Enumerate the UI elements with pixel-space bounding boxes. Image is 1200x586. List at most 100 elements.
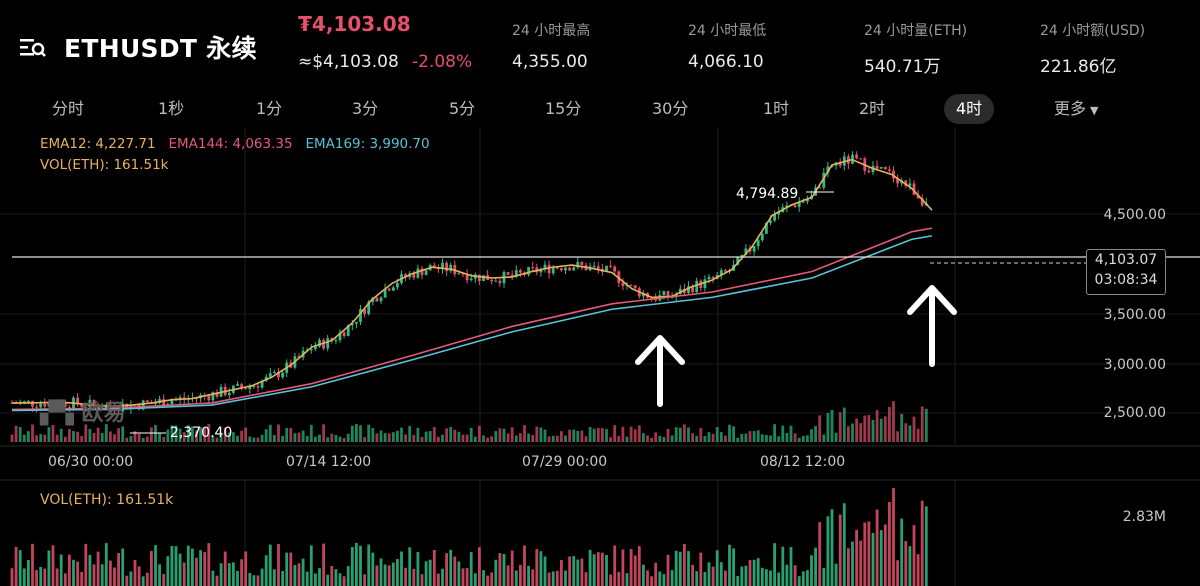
volume-bar: [514, 435, 518, 442]
candle-body: [531, 267, 535, 269]
candle-body: [59, 401, 63, 406]
volume-bar: [363, 437, 366, 442]
candle-body: [141, 400, 145, 410]
volume-bar: [371, 428, 375, 442]
volume-bar: [547, 436, 551, 442]
volume-bar: [166, 429, 170, 442]
tab-1s[interactable]: 1秒: [158, 99, 185, 118]
candle-body: [752, 246, 756, 252]
volume-bar-lower: [424, 561, 428, 586]
volume-bar-lower: [465, 568, 469, 586]
candle-body: [379, 297, 383, 302]
volume-bar: [871, 419, 875, 442]
candle-body: [691, 286, 694, 293]
volume-bar: [227, 432, 231, 442]
volume-bar: [289, 428, 293, 442]
symbol-title[interactable]: ETHUSDT 永续: [64, 34, 257, 63]
tab-5m[interactable]: 5分: [449, 99, 476, 118]
volume-bar: [625, 436, 629, 442]
volume-bar: [240, 430, 243, 442]
volume-bar: [355, 424, 358, 442]
volume-bar: [900, 413, 904, 442]
tab-more-label: 更多: [1054, 99, 1087, 118]
volume-bar: [732, 426, 735, 442]
volume-bar: [219, 432, 223, 442]
tab-more[interactable]: 更多 ▼: [1054, 94, 1098, 124]
volume-bar-lower: [314, 573, 317, 586]
tab-15m[interactable]: 15分: [545, 99, 582, 118]
volume-bar-lower: [240, 559, 243, 586]
list-search-icon[interactable]: [18, 32, 48, 62]
tab-2h[interactable]: 2时: [859, 99, 886, 118]
low-annotation: 2,370.40: [170, 425, 233, 441]
tab-3m[interactable]: 3分: [352, 99, 379, 118]
volume-bar-lower: [285, 552, 289, 586]
tab-30m[interactable]: 30分: [652, 99, 689, 118]
volume-bar-lower: [637, 546, 641, 586]
volume-bar-lower: [744, 565, 748, 586]
candle-body: [178, 397, 182, 400]
volume-bar-lower: [601, 552, 604, 586]
tab-timeline[interactable]: 分时: [52, 99, 85, 118]
volume-bar-lower: [227, 563, 231, 586]
volume-bar-lower: [391, 562, 395, 586]
y-tick-label: 4,500.00: [1103, 207, 1166, 223]
volume-bar: [215, 437, 219, 442]
candle-body: [297, 356, 301, 358]
volume-bar-lower: [330, 566, 334, 586]
volume-bar: [592, 428, 596, 442]
volume-bar: [453, 429, 457, 442]
candle-body: [43, 403, 47, 407]
volume-bar-lower: [859, 540, 863, 586]
volume-bar: [793, 433, 797, 442]
volume-bar: [748, 431, 752, 442]
volume-bar: [650, 437, 653, 442]
volume-bar: [806, 435, 809, 442]
candle-body: [35, 406, 38, 408]
volume-bar: [609, 437, 612, 442]
volume-bar-lower: [359, 545, 362, 586]
volume-bar-lower: [236, 570, 239, 586]
volume-bar: [502, 428, 506, 442]
tab-1h[interactable]: 1时: [763, 99, 790, 118]
volume-bar-lower: [182, 562, 186, 586]
volume-bar: [883, 416, 887, 442]
volume-bar: [63, 436, 67, 442]
volume-bar-lower: [174, 546, 178, 586]
volume-bar-lower: [851, 541, 854, 586]
volume-bar: [338, 436, 342, 442]
volume-bar: [92, 432, 96, 442]
volume-bar: [642, 433, 645, 442]
volume-bar: [391, 432, 395, 442]
volume-bar-lower: [326, 574, 330, 586]
candle-body: [207, 395, 211, 401]
volume-bar-lower: [555, 570, 559, 586]
price-chart[interactable]: [0, 128, 1200, 586]
volume-bar-lower: [514, 570, 518, 586]
volume-bar: [691, 433, 694, 442]
volume-bar-lower: [35, 570, 38, 586]
candle-body: [314, 346, 317, 349]
candle-body: [621, 282, 625, 286]
candle-body: [396, 282, 399, 288]
candle-body: [916, 194, 920, 199]
volume-bar: [84, 424, 88, 442]
ticker-header: ETHUSDT 永续 ₮4,103.08 ≈$4,103.08 -2.08% 2…: [0, 0, 1200, 88]
candle-body: [490, 279, 494, 282]
tab-4h[interactable]: 4时: [944, 94, 995, 124]
tab-1m[interactable]: 1分: [256, 99, 283, 118]
candle-body: [519, 270, 522, 273]
volume-bar-lower: [195, 557, 198, 586]
volume-bar-lower: [178, 553, 182, 586]
volume-bar-lower: [109, 560, 112, 586]
volume-bar: [662, 437, 666, 442]
volume-bar-lower: [806, 570, 809, 586]
volume-bar-lower: [170, 545, 174, 586]
candle-body: [527, 267, 530, 275]
stat-value: 4,066.10: [688, 52, 764, 72]
candle-body: [801, 201, 805, 203]
volume-bar: [379, 430, 383, 442]
volume-bar: [285, 428, 289, 442]
volume-bar-lower: [199, 550, 202, 586]
candle-body: [252, 386, 256, 388]
